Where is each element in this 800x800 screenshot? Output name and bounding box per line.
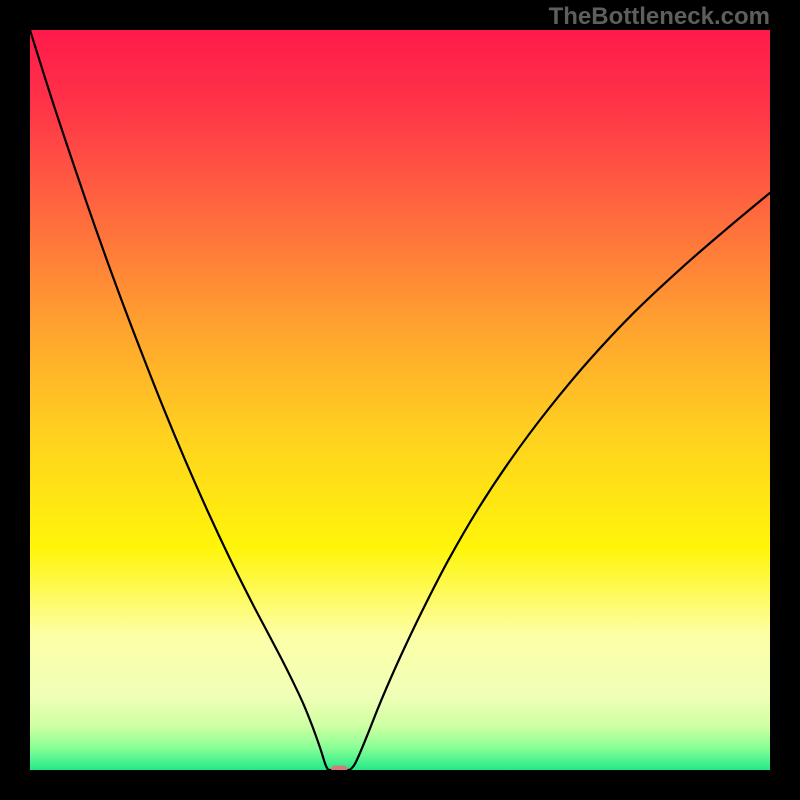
watermark-text: TheBottleneck.com	[549, 3, 770, 31]
plot-area	[30, 30, 770, 770]
bottleneck-curve	[30, 30, 770, 770]
optimal-marker	[331, 766, 347, 770]
